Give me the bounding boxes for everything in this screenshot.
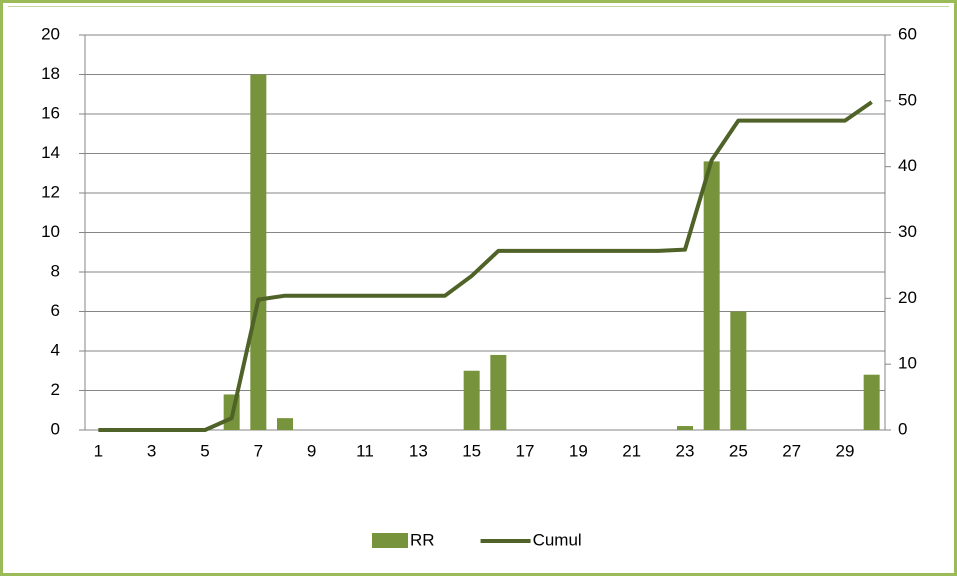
x-tick-label: 13 — [409, 441, 428, 460]
y-tick-label: 12 — [41, 182, 60, 201]
x-tick-label: 17 — [516, 441, 535, 460]
bar — [250, 74, 267, 430]
bar — [730, 311, 747, 430]
y-tick-label: 10 — [41, 222, 60, 241]
frame-line — [8, 6, 949, 7]
legend-label: Cumul — [533, 530, 582, 549]
bar — [277, 418, 293, 430]
y-tick-label: 14 — [41, 143, 60, 162]
y2-tick-label: 60 — [898, 24, 917, 43]
x-tick-label: 19 — [569, 441, 588, 460]
bar — [490, 354, 507, 430]
x-tick-label: 9 — [307, 441, 316, 460]
y-tick-label: 16 — [41, 103, 60, 122]
y2-tick-label: 20 — [898, 288, 917, 307]
legend-label: RR — [410, 530, 435, 549]
y2-tick-label: 0 — [898, 419, 907, 438]
y2-tick-label: 10 — [898, 354, 917, 373]
x-tick-label: 5 — [200, 441, 209, 460]
x-tick-label: 21 — [622, 441, 641, 460]
x-tick-label: 27 — [782, 441, 801, 460]
x-tick-label: 11 — [356, 441, 374, 460]
legend-swatch — [372, 533, 408, 548]
x-tick-label: 23 — [676, 441, 695, 460]
x-tick-label: 29 — [836, 441, 855, 460]
x-tick-label: 7 — [254, 441, 263, 460]
x-tick-label: 1 — [94, 441, 103, 460]
y-tick-label: 20 — [41, 24, 60, 43]
y2-tick-label: 50 — [898, 90, 917, 109]
y-tick-label: 0 — [51, 419, 60, 438]
x-tick-label: 25 — [729, 441, 748, 460]
bar — [463, 370, 480, 430]
y-tick-label: 8 — [51, 261, 60, 280]
y2-tick-label: 30 — [898, 222, 917, 241]
bar — [703, 161, 720, 430]
y-tick-label: 4 — [51, 340, 60, 359]
line-series — [98, 100, 873, 432]
x-tick-label: 15 — [462, 441, 481, 460]
bar — [677, 426, 693, 430]
y2-tick-label: 40 — [898, 156, 917, 175]
y-tick-label: 6 — [51, 301, 60, 320]
bar — [863, 374, 880, 430]
y-tick-label: 18 — [41, 64, 60, 83]
y-tick-label: 2 — [51, 380, 60, 399]
x-tick-label: 3 — [147, 441, 156, 460]
